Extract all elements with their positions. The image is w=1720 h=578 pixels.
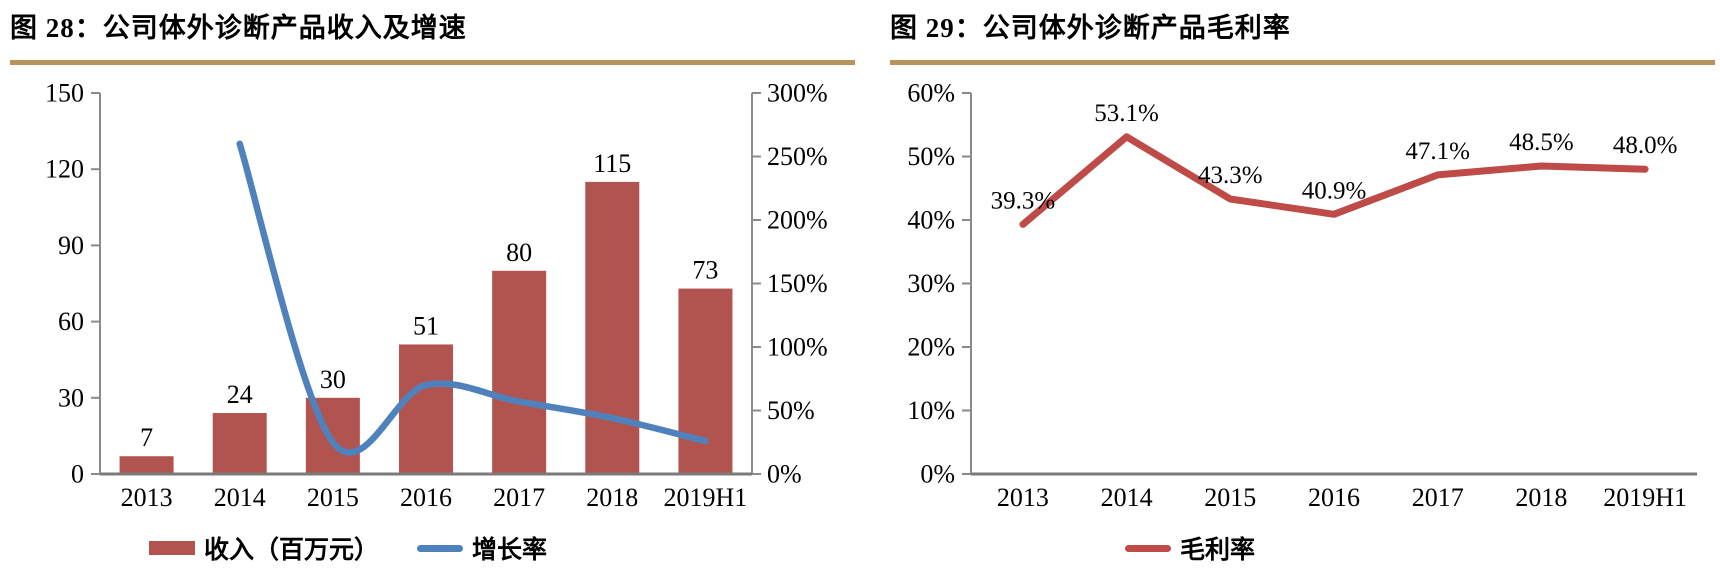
bar-value-label: 80 [506, 238, 532, 267]
y-axis-tick-label: 10% [907, 396, 955, 425]
figure-28-title: 图 28：公司体外诊断产品收入及增速 [10, 13, 467, 43]
bar-2017 [492, 270, 547, 474]
series-line-毛利率 [1019, 133, 1649, 228]
y-axis-tick-label: 60 [58, 307, 84, 336]
bar-value-label: 30 [320, 365, 346, 394]
secondary-axis-tick-label: 300% [767, 79, 828, 108]
legend-item-line: 毛利率 [1124, 530, 1256, 566]
figure-29-legend: 毛利率 [1124, 530, 1256, 566]
y-axis-tick-label: 0 [71, 460, 84, 489]
x-axis-label: 2016 [1308, 483, 1360, 512]
secondary-axis-tick-label: 100% [767, 333, 828, 362]
y-axis-tick-label: 150 [45, 79, 84, 108]
figure-29-chart: 0% 10% 20% 30% 40% 50% 60% 2013 2014 2015 2016 2017… [907, 79, 1697, 512]
y-axis-tick-label: 90 [58, 231, 84, 260]
bar-value-label: 115 [593, 149, 631, 178]
bar-value-label: 73 [692, 256, 718, 285]
bar-2013 [119, 456, 174, 474]
y-axis-tick-label: 30% [907, 269, 955, 298]
figure-28-chart: 7 24 30 51 80 115 73 0 30 60 90 120 150 0% 50% 100% 150%… [45, 79, 828, 513]
x-axis-label: 2019H1 [664, 483, 748, 512]
bar-2016 [399, 344, 453, 474]
x-axis-label: 2013 [997, 483, 1049, 512]
legend-bar-swatch [148, 541, 195, 555]
x-axis-label: 2014 [214, 483, 266, 512]
figure-29-panel: 图 29：公司体外诊断产品毛利率 0% 10% 20% 30% 40% 50% 60% 201… [880, 0, 1720, 578]
line-value-label: 53.1% [1094, 100, 1159, 127]
line-value-label: 40.9% [1302, 177, 1367, 204]
figure-28-title-underline [10, 60, 855, 65]
y-axis-tick-label: 120 [45, 155, 84, 184]
x-axis-label: 2013 [121, 483, 173, 512]
secondary-axis-tick-label: 150% [767, 269, 828, 298]
y-axis-tick-label: 0% [920, 460, 955, 489]
bar-2018 [585, 181, 640, 474]
x-axis-label: 2017 [493, 483, 545, 512]
x-axis-label: 2015 [1204, 483, 1256, 512]
line-value-label: 43.3% [1198, 162, 1263, 189]
legend-label: 收入（百万元） [203, 537, 379, 564]
y-axis-tick-label: 50% [907, 142, 955, 171]
legend-line-swatch [417, 544, 463, 552]
series-line-增长率 [236, 140, 709, 456]
figure-29-title: 图 29：公司体外诊断产品毛利率 [890, 13, 1291, 43]
x-axis-label: 2015 [307, 483, 359, 512]
y-axis-tick-label: 30 [58, 383, 84, 412]
x-axis-label: 2018 [1515, 483, 1567, 512]
bar-value-label: 24 [227, 380, 253, 409]
bar-2014 [212, 413, 267, 474]
legend-label: 增长率 [472, 537, 548, 564]
figure-29-title-underline [890, 60, 1715, 65]
line-value-label: 39.3% [991, 187, 1056, 214]
legend-line-swatch [1124, 544, 1171, 552]
y-axis-tick-label: 40% [907, 206, 955, 235]
line-value-label: 47.1% [1405, 138, 1470, 165]
y-axis-tick-label: 60% [907, 79, 955, 108]
legend-item-line: 增长率 [417, 530, 547, 566]
secondary-axis-tick-label: 50% [767, 396, 815, 425]
x-axis-label: 2019H1 [1603, 483, 1687, 512]
line-value-label: 48.0% [1613, 132, 1678, 159]
legend-item-bar: 收入（百万元） [148, 530, 379, 566]
x-axis-label: 2016 [400, 483, 452, 512]
bar-2019H1 [678, 288, 733, 474]
secondary-axis-tick-label: 200% [767, 206, 828, 235]
x-axis-label: 2018 [586, 483, 638, 512]
figure-28-legend: 收入（百万元） 增长率 [148, 530, 547, 566]
secondary-axis-tick-label: 250% [767, 142, 828, 171]
bar-value-label: 51 [413, 311, 439, 340]
x-axis-label: 2017 [1412, 483, 1464, 512]
secondary-axis-tick-label: 0% [767, 460, 802, 489]
line-value-label: 48.5% [1509, 129, 1574, 156]
legend-label: 毛利率 [1179, 537, 1256, 564]
figure-28-panel: 图 28：公司体外诊断产品收入及增速 7 24 30 51 80 115 73 0 30 60 90… [10, 13, 855, 566]
x-axis-label: 2014 [1101, 483, 1153, 512]
y-axis-tick-label: 20% [907, 333, 955, 362]
bar-value-label: 7 [140, 423, 153, 452]
